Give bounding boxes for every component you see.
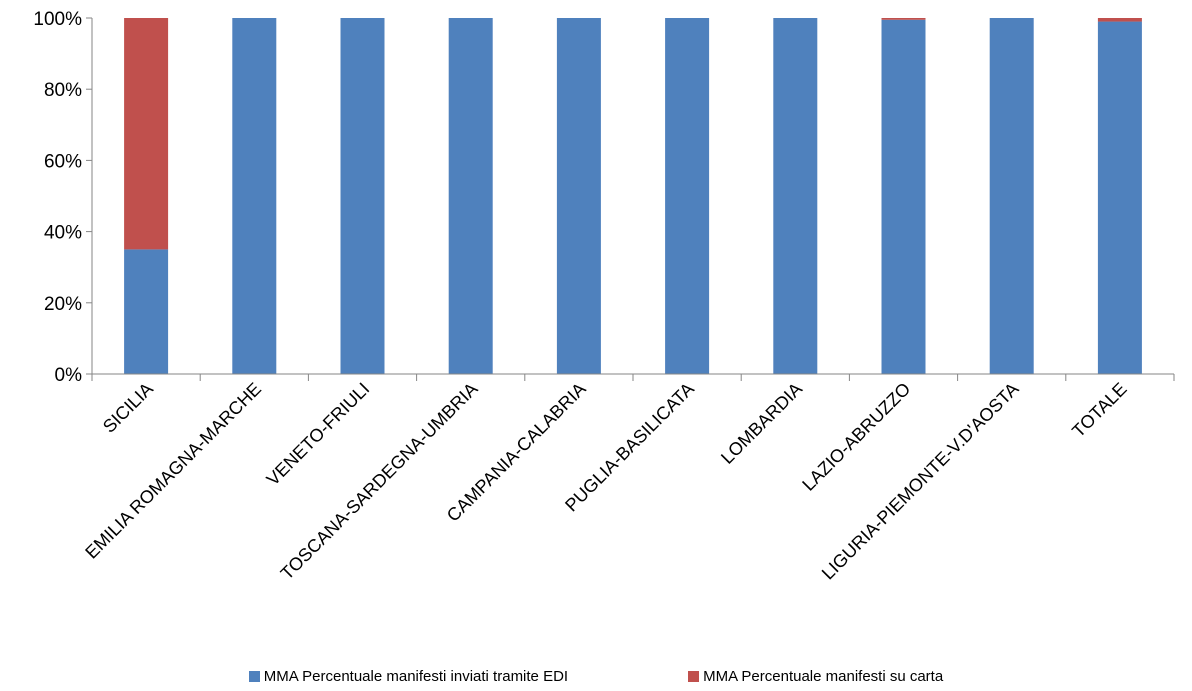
bar-edi-5 xyxy=(665,18,710,374)
bar-edi-9 xyxy=(1097,21,1142,375)
bar-carta-7 xyxy=(881,18,926,20)
legend: MMA Percentuale manifesti inviati tramit… xyxy=(0,664,1192,688)
legend-swatch-carta xyxy=(688,670,700,682)
y-tick-label: 100% xyxy=(33,9,82,30)
bar-edi-4 xyxy=(556,18,601,374)
bar-edi-3 xyxy=(448,18,493,374)
legend-item-edi: MMA Percentuale manifesti inviati tramit… xyxy=(248,664,569,688)
legend-swatch-edi xyxy=(248,670,260,682)
bars-group xyxy=(124,18,1142,375)
x-category-label: LIGURIA-PIEMONTE-V.D'AOSTA xyxy=(818,379,1023,584)
x-category-label: EMILIA ROMAGNA-MARCHE xyxy=(81,379,265,563)
x-category-label: VENETO-FRIULI xyxy=(263,379,374,490)
bar-edi-7 xyxy=(881,19,926,375)
bar-edi-8 xyxy=(989,18,1034,374)
x-category-label: TOTALE xyxy=(1068,379,1130,441)
bar-carta-9 xyxy=(1097,18,1142,22)
axes-group xyxy=(86,17,1175,381)
y-tick-labels: 0% 20% 40% 60% 80% 100% xyxy=(33,9,82,386)
y-tick-label: 20% xyxy=(44,294,82,315)
bar-edi-2 xyxy=(340,18,385,374)
bar-edi-1 xyxy=(232,18,277,374)
x-category-label: LOMBARDIA xyxy=(717,379,806,468)
y-tick-label: 80% xyxy=(44,80,82,101)
bar-edi-0 xyxy=(124,249,169,374)
bar-carta-0 xyxy=(124,18,169,250)
legend-item-carta: MMA Percentuale manifesti su carta xyxy=(688,664,943,688)
y-tick-label: 40% xyxy=(44,223,82,244)
legend-label-carta: MMA Percentuale manifesti su carta xyxy=(703,667,944,685)
x-category-label: SICILIA xyxy=(99,379,157,437)
legend-label-edi: MMA Percentuale manifesti inviati tramit… xyxy=(263,667,569,685)
x-category-label: TOSCANA-SARDEGNA-UMBRIA xyxy=(277,379,482,584)
x-category-label: LAZIO-ABRUZZO xyxy=(798,379,914,495)
y-tick-label: 0% xyxy=(55,365,83,386)
y-tick-label: 60% xyxy=(44,151,82,172)
bar-edi-6 xyxy=(773,18,818,374)
